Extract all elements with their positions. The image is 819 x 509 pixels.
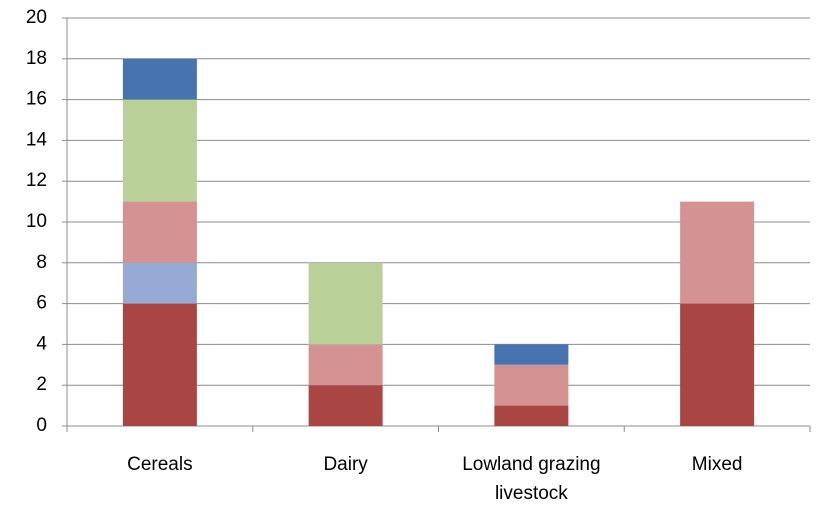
bar-segment <box>308 262 383 345</box>
y-tick-label: 14 <box>26 129 48 150</box>
bar-segment <box>122 58 197 100</box>
bar-segment <box>494 344 569 365</box>
bar-segment <box>308 385 383 426</box>
y-tick-label: 6 <box>36 293 47 314</box>
bar-segment <box>122 262 197 304</box>
y-tick-label: 2 <box>36 374 47 395</box>
y-tick-label: 4 <box>36 333 47 354</box>
x-tick-label: Dairy <box>323 454 368 475</box>
x-tick-label: Lowland grazing livestock <box>462 454 601 504</box>
bar-segment <box>680 303 755 426</box>
bar-segment <box>122 303 197 426</box>
x-tick-label: Cereals <box>127 454 193 475</box>
x-tick-label: Mixed <box>691 454 743 475</box>
bar-segment <box>680 201 755 304</box>
y-tick-label: 10 <box>26 211 47 232</box>
y-tick-label: 18 <box>26 48 47 69</box>
bar-segment <box>122 99 197 202</box>
bar-segment <box>122 201 197 263</box>
bar-segment <box>494 405 569 426</box>
bar-segment <box>494 364 569 406</box>
y-tick-label: 20 <box>26 7 47 28</box>
y-tick-label: 12 <box>26 170 47 191</box>
bar-segment <box>308 344 383 386</box>
y-tick-label: 16 <box>26 89 47 110</box>
y-tick-label: 8 <box>36 252 47 273</box>
y-tick-label: 0 <box>36 415 47 436</box>
